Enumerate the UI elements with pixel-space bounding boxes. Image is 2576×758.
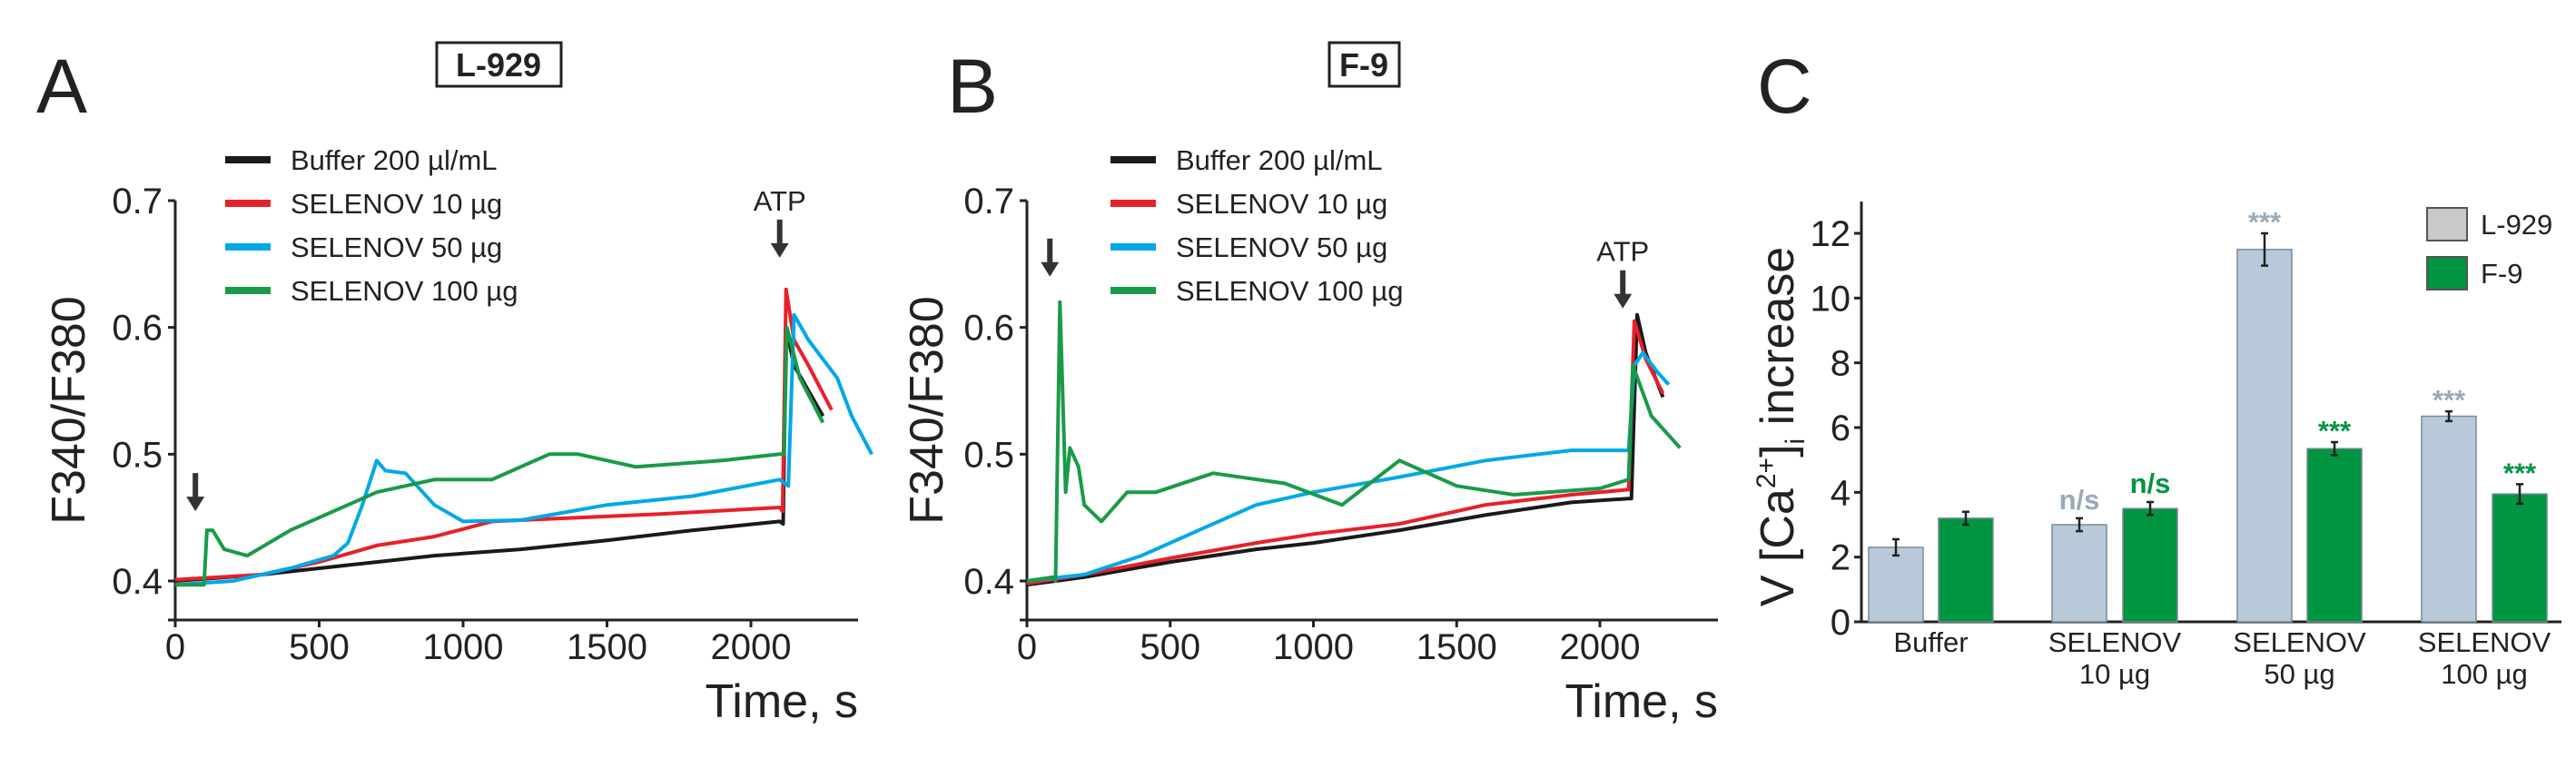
significance-label: *** bbox=[2318, 415, 2352, 447]
x-tick-label: 0 bbox=[165, 627, 185, 667]
title-box bbox=[435, 41, 563, 88]
series-line-blue bbox=[1026, 350, 1671, 583]
y-axis-label: F340/F380 bbox=[43, 296, 95, 525]
series-line-blue bbox=[174, 312, 873, 587]
title-box bbox=[1327, 41, 1401, 88]
significance-label: *** bbox=[2248, 206, 2282, 238]
x-category-label: 50 µg bbox=[2264, 658, 2334, 690]
series-line-green bbox=[1026, 300, 1682, 583]
y-tick-label: 0.5 bbox=[963, 435, 1014, 475]
bar-l-929 bbox=[2421, 415, 2477, 623]
chart-title: F-9 bbox=[1339, 46, 1388, 84]
y-tick-label: 6 bbox=[1831, 409, 1851, 448]
legend-label: SELENOV 10 µg bbox=[1176, 188, 1387, 220]
x-category-label: 10 µg bbox=[2079, 658, 2150, 690]
down-arrow-icon bbox=[1041, 238, 1060, 277]
legend-swatch-l-929 bbox=[2426, 207, 2468, 241]
error-bar bbox=[2331, 440, 2338, 457]
y-tick-label: 8 bbox=[1831, 344, 1851, 384]
x-tick-label: 500 bbox=[1140, 627, 1200, 667]
significance-label: *** bbox=[2503, 457, 2537, 488]
x-category-label: SELENOV bbox=[2233, 626, 2366, 658]
x-category-label: SELENOV bbox=[2418, 626, 2551, 658]
y-tick-label: 2 bbox=[1831, 538, 1851, 578]
y-tick-label: 0.4 bbox=[963, 562, 1014, 602]
significance-label: *** bbox=[2433, 384, 2466, 416]
x-axis-label: Time, s bbox=[1564, 675, 1718, 728]
y-tick-label: 0.6 bbox=[963, 309, 1014, 349]
legend-label: SELENOV 50 µg bbox=[1176, 231, 1387, 263]
x-tick-label: 1500 bbox=[1416, 627, 1497, 667]
annotation-label: ATP bbox=[754, 185, 806, 217]
error-bar bbox=[2445, 409, 2453, 423]
legend-label: Buffer 200 µl/mL bbox=[291, 144, 498, 176]
chart-title: L-929 bbox=[456, 46, 541, 84]
legend-label: Buffer 200 µl/mL bbox=[1176, 144, 1383, 176]
bar-f-9 bbox=[2122, 507, 2178, 623]
y-tick-label: 0.7 bbox=[963, 182, 1014, 221]
x-tick-label: 1000 bbox=[1273, 627, 1354, 667]
legend-label: SELENOV 10 µg bbox=[291, 188, 502, 220]
y-tick-label: 0.5 bbox=[112, 435, 163, 475]
bar-l-929 bbox=[2051, 524, 2107, 623]
x-category-label: SELENOV bbox=[2048, 626, 2182, 658]
y-tick-label: 12 bbox=[1811, 214, 1851, 254]
bar-f-9 bbox=[1938, 517, 1994, 623]
series-line-green bbox=[175, 325, 825, 587]
x-axis-label: Time, s bbox=[705, 675, 858, 728]
x-tick-label: 2000 bbox=[711, 627, 792, 667]
y-tick-label: 4 bbox=[1831, 473, 1851, 513]
x-tick-label: 0 bbox=[1017, 627, 1037, 667]
y-axis-label: F340/F380 bbox=[901, 296, 953, 525]
y-tick-label: 0.6 bbox=[112, 309, 163, 349]
x-category-label: 100 µg bbox=[2441, 658, 2527, 690]
series-line-black bbox=[174, 325, 825, 583]
y-axis-label: V [Ca2+]i increase bbox=[1752, 247, 1811, 606]
bar-f-9 bbox=[2306, 448, 2363, 623]
legend-label: SELENOV 50 µg bbox=[291, 231, 502, 263]
error-bar bbox=[2076, 517, 2083, 533]
series-line-red bbox=[1026, 319, 1665, 586]
legend-label: L-929 bbox=[2481, 209, 2552, 241]
bar-l-929 bbox=[2236, 249, 2293, 623]
error-bar bbox=[1892, 537, 1900, 557]
error-bar bbox=[2147, 500, 2154, 517]
y-tick-label: 0.7 bbox=[112, 182, 163, 221]
panel-a: A L-929 0.4 0.5 0.6 0.7 0 500 1000 1500 2000 Time… bbox=[36, 41, 873, 728]
down-arrow-icon bbox=[186, 473, 205, 512]
panel-c: C V [Ca2+]i increase 0 2 4 6 8 10 12 n/s *** *** n… bbox=[1752, 44, 2561, 690]
legend-label: F-9 bbox=[2481, 258, 2523, 290]
x-category-label: Buffer bbox=[1893, 626, 1968, 658]
bar-f-9 bbox=[2492, 493, 2548, 623]
x-tick-label: 1500 bbox=[567, 627, 647, 667]
panel-label-b: B bbox=[947, 44, 998, 129]
y-tick-label: 0.4 bbox=[112, 562, 163, 602]
legend-swatch-f-9 bbox=[2426, 256, 2468, 290]
significance-label: n/s bbox=[2130, 468, 2171, 499]
panel-label-c: C bbox=[1757, 44, 1812, 129]
bar-l-929 bbox=[1868, 546, 1924, 623]
series-line-red bbox=[174, 287, 834, 582]
down-arrow-icon bbox=[1614, 270, 1633, 309]
annotation-label: ATP bbox=[1596, 236, 1649, 268]
panel-b: B F-9 0.4 0.5 0.6 0.7 0 500 1000 1500 2000 Time, … bbox=[901, 41, 1718, 728]
error-bar bbox=[2516, 483, 2523, 506]
y-tick-label: 10 bbox=[1811, 279, 1851, 319]
panel-label-a: A bbox=[36, 44, 87, 129]
x-tick-label: 1000 bbox=[423, 627, 504, 667]
significance-label: n/s bbox=[2059, 484, 2100, 516]
legend-label: SELENOV 100 µg bbox=[1176, 275, 1404, 307]
x-tick-label: 500 bbox=[289, 627, 350, 667]
y-tick-label: 0 bbox=[1831, 603, 1851, 643]
error-bar bbox=[2261, 231, 2268, 267]
legend-label: SELENOV 100 µg bbox=[291, 275, 518, 307]
error-bar bbox=[1962, 510, 1969, 527]
down-arrow-icon bbox=[770, 219, 789, 258]
series-line-black bbox=[1026, 312, 1665, 587]
x-tick-label: 2000 bbox=[1560, 627, 1641, 667]
